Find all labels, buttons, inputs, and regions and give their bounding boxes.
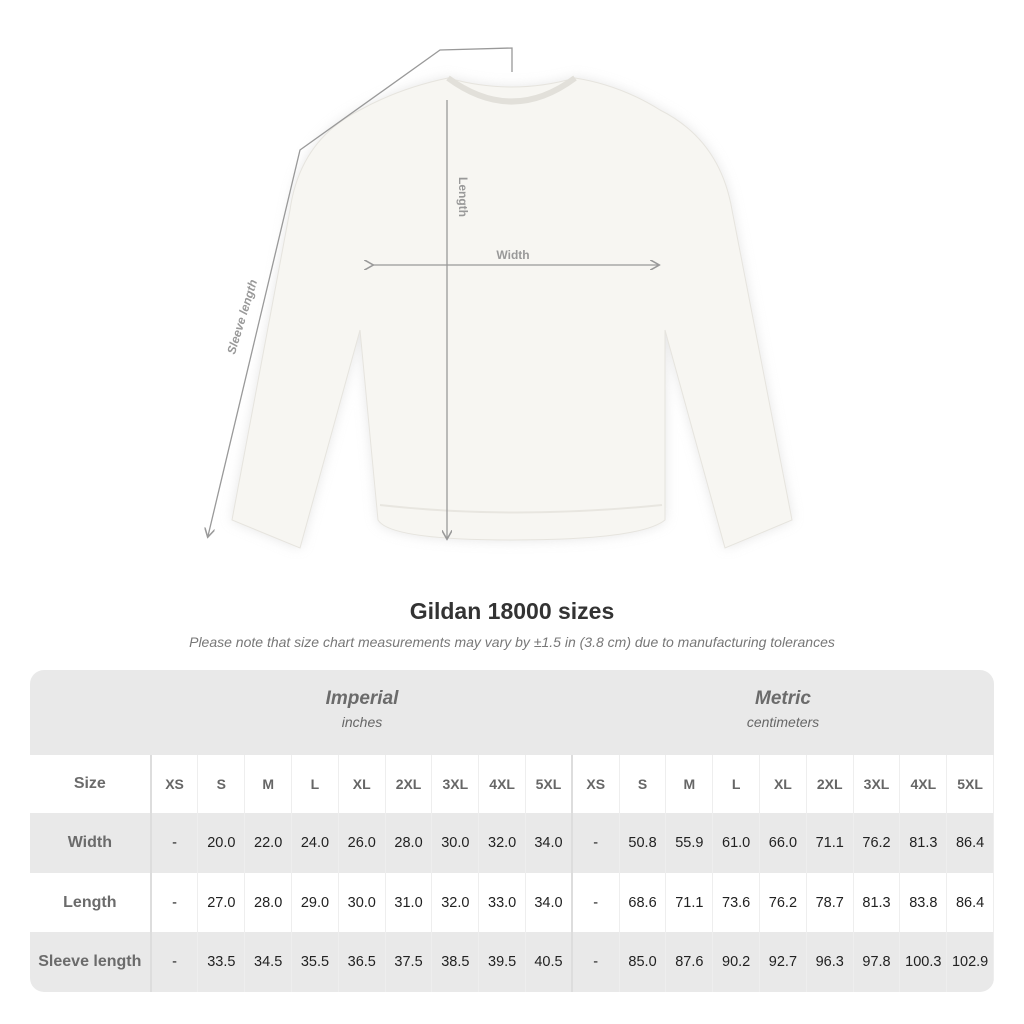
value-cell: 24.0 (292, 813, 339, 873)
value-cell: 61.0 (713, 813, 761, 873)
value-cell: 28.0 (386, 813, 433, 873)
width-label: Width (496, 248, 529, 262)
size-header-cell: L (292, 755, 339, 813)
size-header-cell: XS (573, 755, 620, 813)
value-cell: 31.0 (386, 873, 433, 932)
sweatshirt-image (231, 75, 793, 549)
value-cell: 32.0 (432, 873, 480, 932)
value-cell: 55.9 (666, 813, 714, 873)
value-cell: 35.5 (292, 932, 339, 992)
metric-group: Metric centimeters (572, 688, 994, 730)
value-cell: 39.5 (479, 932, 527, 992)
size-header-cell: M (666, 755, 714, 813)
value-cell: 33.0 (479, 873, 527, 932)
value-cell: 32.0 (479, 813, 527, 873)
value-cell: 40.5 (526, 932, 573, 992)
value-cell: 28.0 (245, 873, 293, 932)
value-cell: 86.4 (947, 873, 994, 932)
value-cell: 76.2 (760, 873, 807, 932)
imperial-group: Imperial inches (152, 688, 572, 730)
value-cell: 50.8 (620, 813, 667, 873)
row-label: Width (30, 813, 152, 873)
value-cell: 33.5 (198, 932, 246, 992)
imperial-unit: inches (341, 714, 383, 730)
value-cell: 100.3 (900, 932, 948, 992)
value-cell: - (573, 932, 620, 992)
value-cell: 34.0 (526, 873, 573, 932)
value-cell: - (152, 932, 199, 992)
size-header-cell: XL (339, 755, 386, 813)
size-header-cell: 2XL (386, 755, 433, 813)
value-cell: 30.0 (339, 873, 386, 932)
chart-title: Gildan 18000 sizes (409, 598, 615, 624)
value-cell: 97.8 (854, 932, 901, 992)
value-cell: - (573, 873, 620, 932)
size-header-cell: 5XL (526, 755, 573, 813)
size-header-row: Size XS S M L XL 2XL 3XL 4XL 5XL XS S M L XL 2XL 3XL 4XL 5… (30, 755, 994, 813)
value-cell: 78.7 (807, 873, 854, 932)
value-cell: 76.2 (854, 813, 901, 873)
value-cell: 85.0 (620, 932, 667, 992)
value-cell: 29.0 (292, 873, 339, 932)
size-header-cell: S (620, 755, 667, 813)
unit-header: Imperial inches Metric centimeters (30, 670, 994, 755)
metric-title: Metric (755, 688, 811, 709)
value-cell: 92.7 (760, 932, 807, 992)
tolerance-note: Please note that size chart measurements… (189, 634, 835, 650)
size-header-cell: 5XL (947, 755, 994, 813)
metric-unit: centimeters (746, 714, 820, 730)
value-cell: 26.0 (339, 813, 386, 873)
size-header-cell: M (245, 755, 293, 813)
value-cell: 30.0 (432, 813, 480, 873)
size-header-cell: 4XL (900, 755, 948, 813)
value-cell: 96.3 (807, 932, 854, 992)
value-cell: 34.0 (526, 813, 573, 873)
value-cell: 81.3 (900, 813, 948, 873)
value-cell: - (152, 813, 199, 873)
row-label: Size (30, 755, 152, 813)
table-row-width: Width -20.0 22.0 24.0 26.0 28.0 30.0 32.0 34.0-5… (30, 813, 994, 873)
size-header-cell: XL (760, 755, 807, 813)
imperial-title: Imperial (325, 688, 399, 709)
measurement-lines (208, 47, 658, 538)
sleeve-length-label: Sleeve length (224, 278, 260, 356)
value-cell: 36.5 (339, 932, 386, 992)
value-cell: 37.5 (386, 932, 433, 992)
row-label: Length (30, 873, 152, 932)
row-label: Sleeve length (30, 932, 152, 992)
value-cell: - (573, 813, 620, 873)
table-row-sleeve-length: Sleeve length -33.5 34.5 35.5 36.5 37.5 38.5 39… (30, 932, 994, 992)
value-cell: 90.2 (713, 932, 761, 992)
sweatshirt-diagram: Width Length Sleeve length (0, 47, 793, 549)
size-header-cell: 3XL (854, 755, 901, 813)
size-header-cell: 4XL (479, 755, 527, 813)
size-header-cell: 3XL (432, 755, 480, 813)
value-cell: 68.6 (620, 873, 667, 932)
garment-body (231, 77, 793, 549)
value-cell: 20.0 (198, 813, 246, 873)
length-label: Length (456, 177, 470, 217)
size-header-cell: 2XL (807, 755, 854, 813)
value-cell: 34.5 (245, 932, 293, 992)
table-row-length: Length -27.0 28.0 29.0 30.0 31.0 32.0 33.0 34.0-… (30, 873, 994, 932)
value-cell: - (152, 873, 199, 932)
value-cell: 86.4 (947, 813, 994, 873)
size-header-cell: XS (152, 755, 199, 813)
size-header-cell: S (198, 755, 246, 813)
value-cell: 83.8 (900, 873, 948, 932)
value-cell: 71.1 (807, 813, 854, 873)
value-cell: 87.6 (666, 932, 714, 992)
value-cell: 81.3 (854, 873, 901, 932)
value-cell: 73.6 (713, 873, 761, 932)
value-cell: 71.1 (666, 873, 714, 932)
value-cell: 38.5 (432, 932, 480, 992)
size-header-cell: L (713, 755, 761, 813)
value-cell: 102.9 (947, 932, 994, 992)
size-table: Imperial inches Metric centimeters Size X… (30, 670, 994, 992)
value-cell: 66.0 (760, 813, 807, 873)
value-cell: 22.0 (245, 813, 293, 873)
value-cell: 27.0 (198, 873, 246, 932)
